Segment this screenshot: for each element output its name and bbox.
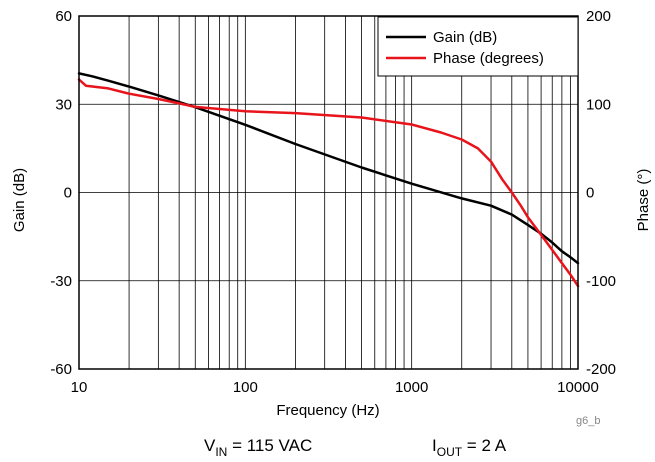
caption-vin-value: = 115 VAC — [227, 436, 312, 455]
caption-iout-value: = 2 A — [462, 436, 507, 455]
y-tick-label: 0 — [64, 185, 72, 202]
series-layer — [77, 72, 580, 288]
caption-iout-sub: OUT — [437, 445, 463, 459]
caption-iout: IOUT = 2 A — [432, 436, 507, 459]
plot-frame — [78, 15, 579, 370]
gain-series-line — [77, 72, 580, 265]
legend-label-phase: Phase (degrees) — [433, 50, 544, 67]
y2-axis-label: Phase (°) — [635, 169, 652, 232]
y-axis-label: Gain (dB) — [11, 168, 28, 232]
x-axis-label: Frequency (Hz) — [276, 402, 379, 419]
legend-label-gain: Gain (dB) — [433, 29, 497, 46]
x-tick-label: 1000 — [395, 379, 428, 396]
grid-lines — [79, 16, 578, 369]
caption-vin: VIN = 115 VAC — [204, 436, 312, 459]
legend-box — [377, 16, 579, 77]
y2-tick-label: -200 — [586, 361, 616, 378]
caption-iout-prefix: I — [432, 436, 437, 455]
phase-series-line — [77, 78, 580, 288]
caption-vin-sub: IN — [215, 445, 227, 459]
x-tick-label: 100 — [233, 379, 258, 396]
y-tick-label: 30 — [55, 96, 72, 113]
caption-vin-prefix: V — [204, 436, 216, 455]
y2-tick-label: -100 — [586, 273, 616, 290]
legend: Gain (dB) Phase (degrees) — [377, 16, 579, 77]
y-tick-label: -60 — [50, 361, 72, 378]
x-tick-label: 10000 — [557, 379, 599, 396]
figure-code: g6_b — [576, 415, 600, 427]
y2-tick-label: 100 — [586, 96, 611, 113]
y2-tick-label: 0 — [586, 185, 594, 202]
y2-tick-label: 200 — [586, 8, 611, 25]
y-tick-label: -30 — [50, 273, 72, 290]
y-tick-label: 60 — [55, 8, 72, 25]
x-tick-label: 10 — [71, 379, 88, 396]
